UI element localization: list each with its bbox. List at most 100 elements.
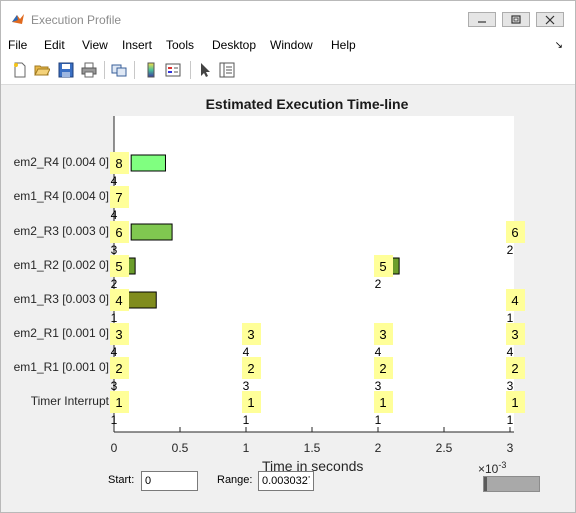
y-axis-row-label: em1_R4 [0.004 0] [0,189,109,203]
x-tick-label: 0.5 [171,441,189,455]
task-marker [110,323,129,345]
task-below-label: 3 [243,379,250,393]
dock-arrow-icon[interactable]: ↘ [554,40,563,51]
task-below-label: 4 [375,345,382,359]
task-marker-label: 3 [511,327,518,342]
x-exponent-power: -3 [498,460,507,470]
execution-bar [126,291,157,309]
toolbar [1,57,575,85]
x-tick-label: 1 [242,441,250,455]
task-marker-label: 2 [247,361,254,376]
task-below-label: 4 [243,345,250,359]
save-icon[interactable] [58,62,74,78]
x-tick-label: 3 [506,441,514,455]
minimize-button[interactable] [468,12,496,27]
task-marker [110,391,129,413]
menu-view[interactable]: View [82,38,108,52]
y-axis-row-label-text: Timer Interrupt [30,394,109,408]
time-slider[interactable] [483,476,540,492]
task-below-label: 2 [507,243,514,257]
task-below-label: 1 [507,413,514,427]
task-marker [110,152,129,174]
minimize-icon [478,21,486,23]
execution-bar [392,257,400,275]
x-tick-label: 1.5 [303,441,321,455]
menu-tools[interactable]: Tools [166,38,195,52]
y-axis-row-label-text: em1_R4 [0.004 0] [13,189,109,203]
task-marker [242,357,261,379]
x-axis-label: Time in seconds [262,458,364,474]
y-axis-row-label: em2_R4 [0.004 0] [0,155,109,169]
task-below-label: 2 [375,277,382,291]
task-marker-label: 4 [115,293,122,308]
task-marker-label: 6 [511,225,518,240]
task-below-label: 4 [111,174,118,188]
pointer-icon[interactable] [197,62,213,78]
task-marker-label: 2 [379,361,386,376]
task-below-label: 3 [111,243,118,257]
task-below-label: 4 [507,345,514,359]
close-button[interactable] [536,12,564,27]
task-marker [374,323,393,345]
start-input[interactable] [141,471,198,491]
menu-insert[interactable]: Insert [122,38,153,52]
start-label: Start: [108,474,135,486]
x-tick-label: 0 [110,441,118,455]
new-figure-icon[interactable] [12,62,28,78]
task-below-label: 1 [111,311,118,325]
task-marker [374,391,393,413]
y-axis-row-label-text: em2_R1 [0.001 0] [13,326,109,340]
task-marker-label: 2 [115,361,122,376]
menu-file[interactable]: File [8,38,28,52]
task-marker-label: 1 [115,395,122,410]
maximize-button[interactable] [502,12,530,27]
slider-thumb[interactable] [484,477,487,491]
task-marker [506,391,525,413]
menu-desktop[interactable]: Desktop [212,38,257,52]
task-marker [374,357,393,379]
print-icon[interactable] [81,62,97,78]
task-marker [110,221,129,243]
y-axis-row-label: em1_R1 [0.001 0] [0,360,109,374]
task-marker [374,255,393,277]
legend-icon[interactable] [165,62,181,78]
y-axis-row-label: em2_R1 [0.001 0] [0,326,109,340]
execution-bar [130,154,166,172]
y-axis-row-label-text: em1_R3 [0.003 0] [13,292,109,306]
task-marker-label: 5 [379,259,386,274]
task-marker-label: 8 [115,156,122,171]
menu-help[interactable]: Help [331,38,356,52]
execution-bar [130,223,173,241]
plot-axes[interactable]: 8 4 7 4 6 3 6 2 5 2 5 2 4 1 4 1 3 4 3 4 3 4 3 4 2 3 2 3 2 3 2 3 1 1 1 1 1 1 1 1 [110,116,525,433]
toolbar-separator [104,61,105,79]
toolbar-separator [190,61,191,79]
task-below-label: 1 [111,413,118,427]
task-below-label: 4 [111,208,118,222]
x-tick-label: 2 [374,441,382,455]
matlab-icon [12,14,24,24]
open-file-icon[interactable] [34,62,50,78]
x-axis-exponent: ×10-3 [478,460,506,476]
menu-edit[interactable]: Edit [44,38,65,52]
task-marker [506,289,525,311]
task-marker-label: 4 [511,293,518,308]
y-axis-row-label-text: em1_R2 [0.002 0] [13,258,109,272]
range-label: Range: [217,474,253,486]
x-exponent-base: ×10 [478,462,499,476]
link-icon[interactable] [111,62,127,78]
task-below-label: 1 [375,413,382,427]
property-inspector-icon[interactable] [219,62,235,78]
task-marker-label: 6 [115,225,122,240]
y-axis-row-label: Timer Interrupt [0,394,109,408]
colorbar-icon[interactable] [143,62,159,78]
menu-window[interactable]: Window [270,38,313,52]
task-marker-label: 7 [115,190,122,205]
task-below-label: 1 [507,311,514,325]
range-input[interactable] [258,471,314,491]
task-marker [110,255,129,277]
window-title: Execution Profile [31,13,122,27]
y-axis-row-label: em1_R3 [0.003 0] [0,292,109,306]
y-axis-row-label-text: em2_R4 [0.004 0] [13,155,109,169]
close-icon [545,15,555,25]
task-marker-label: 5 [115,259,122,274]
